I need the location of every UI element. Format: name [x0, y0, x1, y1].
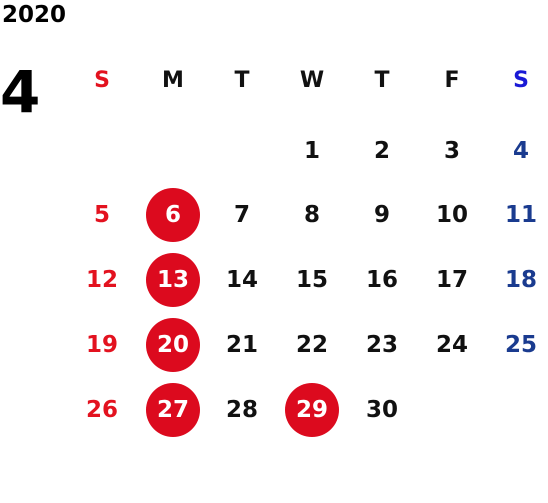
- day-cell[interactable]: 7: [233, 202, 250, 228]
- day-cell[interactable]: 22: [295, 332, 328, 358]
- day-cell[interactable]: 9: [373, 202, 390, 228]
- weekday-tue: T: [234, 67, 250, 93]
- weekday-sun: S: [94, 67, 110, 93]
- day-cell[interactable]: 2: [373, 138, 390, 164]
- year-label: 2020: [2, 2, 67, 28]
- weekday-sat: S: [513, 67, 529, 93]
- day-cell[interactable]: 1: [303, 138, 320, 164]
- day-cell[interactable]: 29: [285, 383, 339, 437]
- day-cell[interactable]: 18: [504, 267, 537, 293]
- day-cell[interactable]: 6: [146, 188, 200, 242]
- day-cell[interactable]: 17: [435, 267, 468, 293]
- day-cell[interactable]: 21: [225, 332, 258, 358]
- day-cell[interactable]: 19: [85, 332, 118, 358]
- weekday-mon: M: [162, 67, 184, 93]
- weekday-wed: W: [299, 67, 325, 93]
- weekday-thu: T: [374, 67, 390, 93]
- day-cell[interactable]: 11: [504, 202, 537, 228]
- day-cell[interactable]: 16: [365, 267, 398, 293]
- day-cell[interactable]: 20: [146, 318, 200, 372]
- day-cell[interactable]: 25: [504, 332, 537, 358]
- day-cell[interactable]: 30: [365, 397, 398, 423]
- day-cell[interactable]: 14: [225, 267, 258, 293]
- day-cell[interactable]: 15: [295, 267, 328, 293]
- day-cell[interactable]: 24: [435, 332, 468, 358]
- day-cell[interactable]: 12: [85, 267, 118, 293]
- day-cell[interactable]: 28: [225, 397, 258, 423]
- day-cell[interactable]: 10: [435, 202, 468, 228]
- day-cell[interactable]: 8: [303, 202, 320, 228]
- day-cell[interactable]: 3: [443, 138, 460, 164]
- day-cell[interactable]: 26: [85, 397, 118, 423]
- day-cell[interactable]: 23: [365, 332, 398, 358]
- month-label: 4: [0, 58, 41, 126]
- day-cell[interactable]: 13: [146, 253, 200, 307]
- weekday-fri: F: [444, 67, 460, 93]
- day-cell[interactable]: 4: [512, 138, 529, 164]
- day-cell[interactable]: 27: [146, 383, 200, 437]
- day-cell[interactable]: 5: [93, 202, 110, 228]
